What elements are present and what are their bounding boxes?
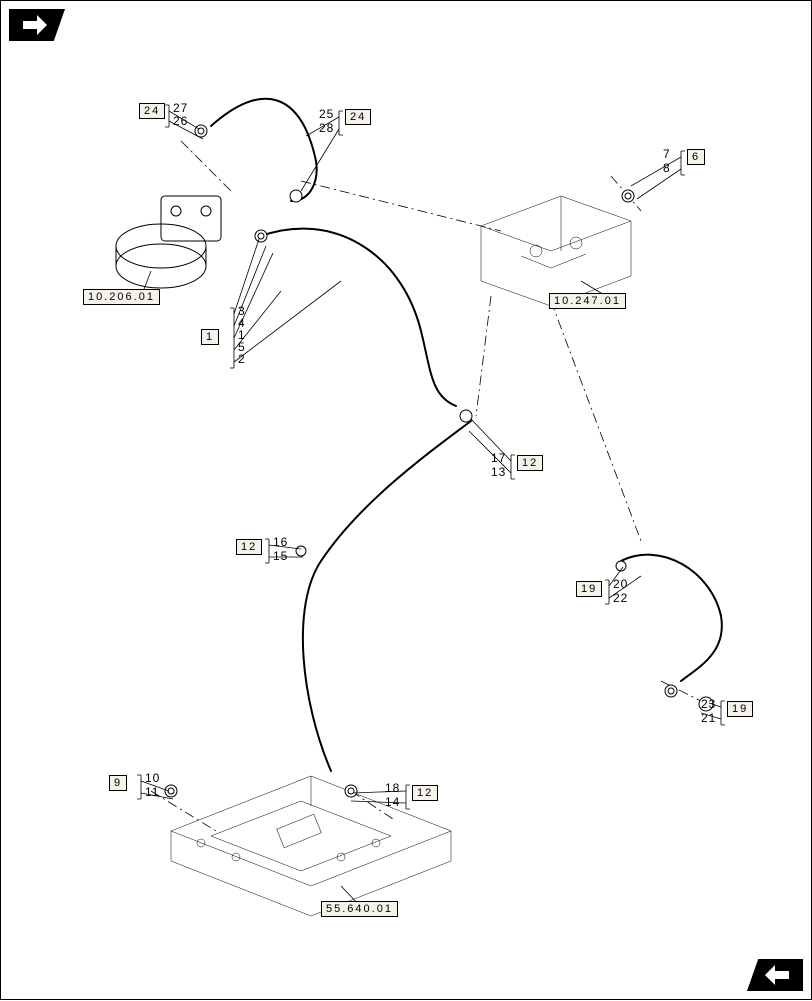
callout-19b: 19 <box>727 701 753 717</box>
callout-box: 9 <box>109 775 127 791</box>
refnum: 18 <box>385 781 400 795</box>
page: 24 27 26 24 25 28 6 7 8 1 3 4 1 5 2 12 1… <box>0 0 812 1000</box>
component-ref-box: 55.640.01 <box>321 901 398 917</box>
refnum: 15 <box>273 549 288 563</box>
component-ref-filter: 10.206.01 <box>83 289 160 305</box>
callout-box: 6 <box>687 149 705 165</box>
callout-box: 19 <box>576 581 602 597</box>
callout-box: 19 <box>727 701 753 717</box>
component-ref-box: 10.206.01 <box>83 289 160 305</box>
callout-9: 9 <box>109 775 127 791</box>
callout-12c: 12 <box>412 785 438 801</box>
refnum: 7 <box>663 147 671 161</box>
refnum: 17 <box>491 451 506 465</box>
refnum: 13 <box>491 465 506 479</box>
component-ref-module: 55.640.01 <box>321 901 398 917</box>
callout-box: 24 <box>139 103 165 119</box>
refnum: 21 <box>701 711 716 725</box>
callout-box: 12 <box>412 785 438 801</box>
callout-box: 24 <box>345 109 371 125</box>
refnum: 14 <box>385 795 400 809</box>
refnum: 28 <box>319 121 334 135</box>
callout-box: 12 <box>517 455 543 471</box>
refnum: 2 <box>238 352 246 366</box>
component-ref-box: 10.247.01 <box>549 293 626 309</box>
refnum: 23 <box>701 697 716 711</box>
refnum: 26 <box>173 114 188 128</box>
refnum: 10 <box>145 771 160 785</box>
callout-24-left: 24 <box>139 103 165 119</box>
refnum: 16 <box>273 535 288 549</box>
callout-box: 1 <box>201 329 219 345</box>
refnum: 25 <box>319 107 334 121</box>
callout-12b: 12 <box>236 539 262 555</box>
refnum: 20 <box>613 577 628 591</box>
callout-1: 1 <box>201 329 219 345</box>
callout-6: 6 <box>687 149 705 165</box>
component-ref-fandrive: 10.247.01 <box>549 293 626 309</box>
callout-19a: 19 <box>576 581 602 597</box>
refnum: 22 <box>613 591 628 605</box>
callout-24-right: 24 <box>345 109 371 125</box>
callout-box: 12 <box>236 539 262 555</box>
refnum: 11 <box>145 785 159 799</box>
callout-12a: 12 <box>517 455 543 471</box>
refnum: 8 <box>663 161 671 175</box>
refnum: 27 <box>173 101 188 115</box>
